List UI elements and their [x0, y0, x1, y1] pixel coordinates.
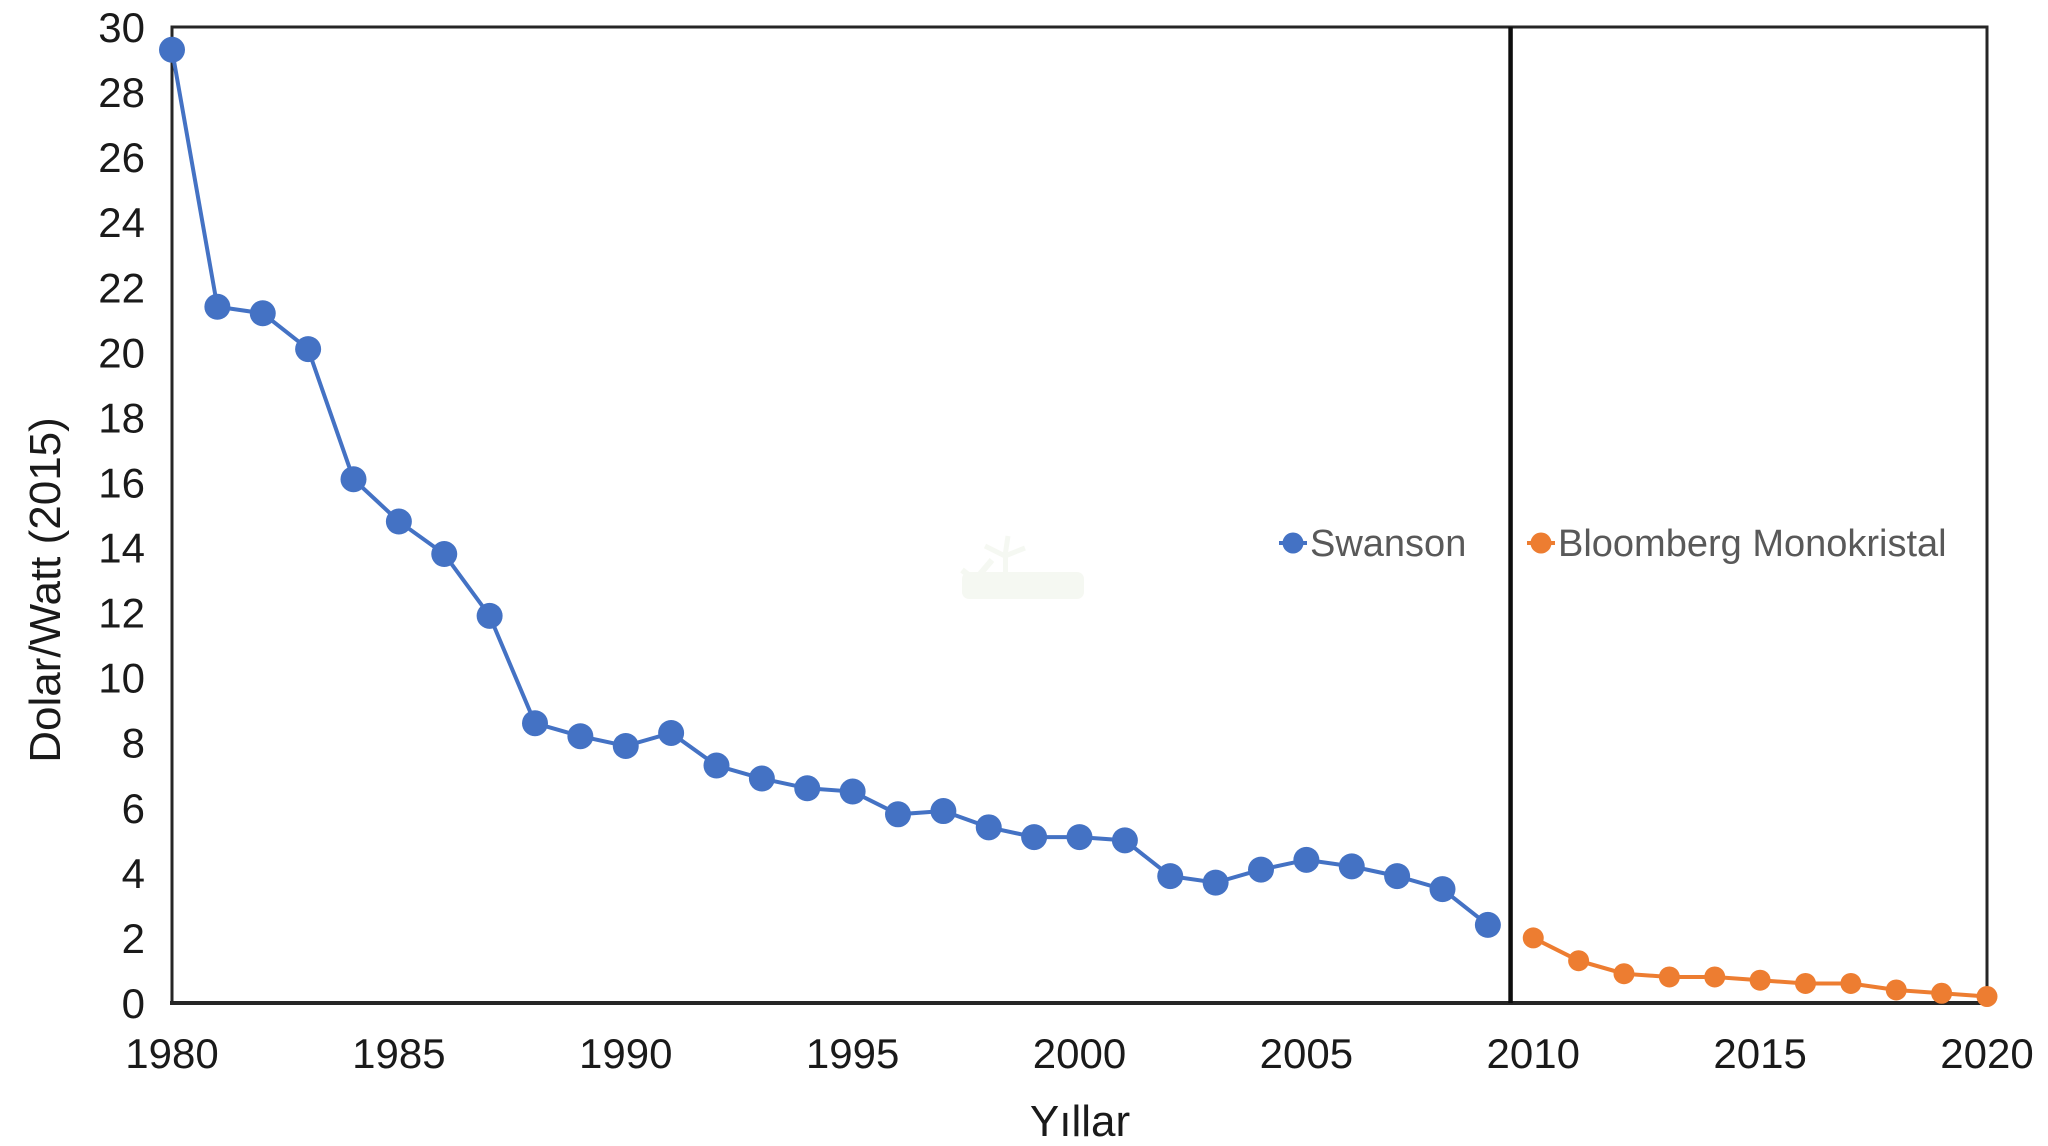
legend-item-swanson: Swanson — [1279, 523, 1466, 565]
y-tick-label: 28 — [98, 69, 145, 116]
x-axis-ticks: 1980 1985 1990 1995 2000 2005 2010 2015 2020 — [125, 1030, 2033, 1077]
legend-item-bloomberg-monokristal: Bloomberg Monokristal — [1527, 523, 1947, 565]
y-tick-label: 2 — [122, 915, 145, 962]
data-point — [295, 336, 322, 363]
data-point — [522, 710, 548, 737]
y-tick-label: 4 — [122, 850, 145, 897]
y-tick-label: 10 — [98, 655, 145, 702]
data-point — [1795, 972, 1816, 994]
watermark — [960, 535, 1084, 599]
y-tick-label: 16 — [98, 459, 145, 506]
x-tick-label: 1990 — [579, 1030, 672, 1077]
x-tick-label: 2015 — [1713, 1030, 1806, 1077]
legend-label: Bloomberg Monokristal — [1558, 523, 1947, 565]
watermark-text-blob — [962, 572, 1084, 599]
plot-border — [170, 25, 1989, 1005]
data-point — [839, 778, 866, 805]
data-point — [1066, 824, 1093, 851]
data-point — [1704, 966, 1726, 988]
legend-marker-icon — [1282, 532, 1304, 554]
data-point — [340, 466, 367, 493]
y-tick-label: 0 — [122, 980, 145, 1027]
x-tick-label: 2020 — [1940, 1030, 2033, 1077]
data-point — [1338, 853, 1365, 880]
data-point — [1658, 966, 1680, 988]
data-point — [385, 508, 412, 535]
x-tick-label: 2010 — [1487, 1030, 1580, 1077]
data-point — [1568, 950, 1590, 972]
data-point — [612, 732, 639, 759]
watermark-check-icon — [960, 558, 995, 585]
series-swanson — [159, 36, 1501, 938]
watermark-turbine-blades-icon — [983, 535, 1026, 559]
x-tick-label: 1980 — [125, 1030, 218, 1077]
y-tick-label: 14 — [98, 525, 145, 572]
data-point — [1613, 963, 1635, 985]
data-point — [431, 541, 458, 568]
data-point — [1840, 972, 1862, 994]
series-bloomberg-monokristal — [1522, 927, 1998, 1007]
y-tick-label: 18 — [98, 394, 145, 441]
data-point — [1522, 927, 1544, 949]
data-point — [1474, 911, 1501, 938]
data-point — [1202, 869, 1229, 896]
data-point — [1384, 863, 1411, 890]
y-tick-label: 26 — [98, 134, 145, 181]
data-point — [885, 801, 911, 828]
y-tick-label: 20 — [98, 329, 145, 376]
data-point — [159, 36, 185, 63]
x-tick-label: 1995 — [806, 1030, 899, 1077]
x-tick-label: 1985 — [352, 1030, 445, 1077]
data-point — [658, 719, 685, 746]
data-point — [794, 775, 821, 802]
data-point — [1111, 827, 1138, 854]
data-point — [1429, 876, 1456, 903]
data-point — [1749, 969, 1771, 991]
y-tick-label: 30 — [98, 4, 145, 51]
data-point — [703, 752, 730, 779]
data-point — [204, 293, 231, 320]
y-tick-label: 22 — [98, 264, 145, 311]
data-point — [930, 798, 957, 825]
data-point — [1976, 985, 1998, 1007]
data-point — [975, 814, 1002, 841]
legend-marker-icon — [1530, 532, 1552, 554]
legend-label: Swanson — [1310, 523, 1466, 565]
data-series — [159, 36, 1998, 1007]
data-point — [1157, 863, 1184, 890]
x-tick-label: 2000 — [1033, 1030, 1126, 1077]
y-tick-label: 8 — [122, 720, 145, 767]
data-point — [1885, 979, 1907, 1001]
data-point — [748, 765, 775, 792]
data-point — [567, 723, 594, 750]
data-point — [249, 300, 276, 327]
watermark-turbine-mast-icon — [1003, 552, 1008, 580]
data-point — [1931, 982, 1953, 1004]
y-tick-label: 24 — [98, 199, 145, 246]
y-tick-label: 6 — [122, 785, 145, 832]
data-point — [1248, 856, 1274, 883]
data-point — [1021, 824, 1048, 851]
legend: Swanson Bloomberg Monokristal — [1279, 523, 1947, 565]
x-axis-title: Yıllar — [1030, 1097, 1130, 1146]
data-point — [476, 602, 503, 629]
y-tick-label: 12 — [98, 590, 145, 637]
data-point — [1293, 846, 1320, 873]
y-axis-title: Dolar/Watt (2015) — [21, 417, 70, 763]
x-tick-label: 2005 — [1260, 1030, 1353, 1077]
series-line — [170, 49, 1490, 927]
